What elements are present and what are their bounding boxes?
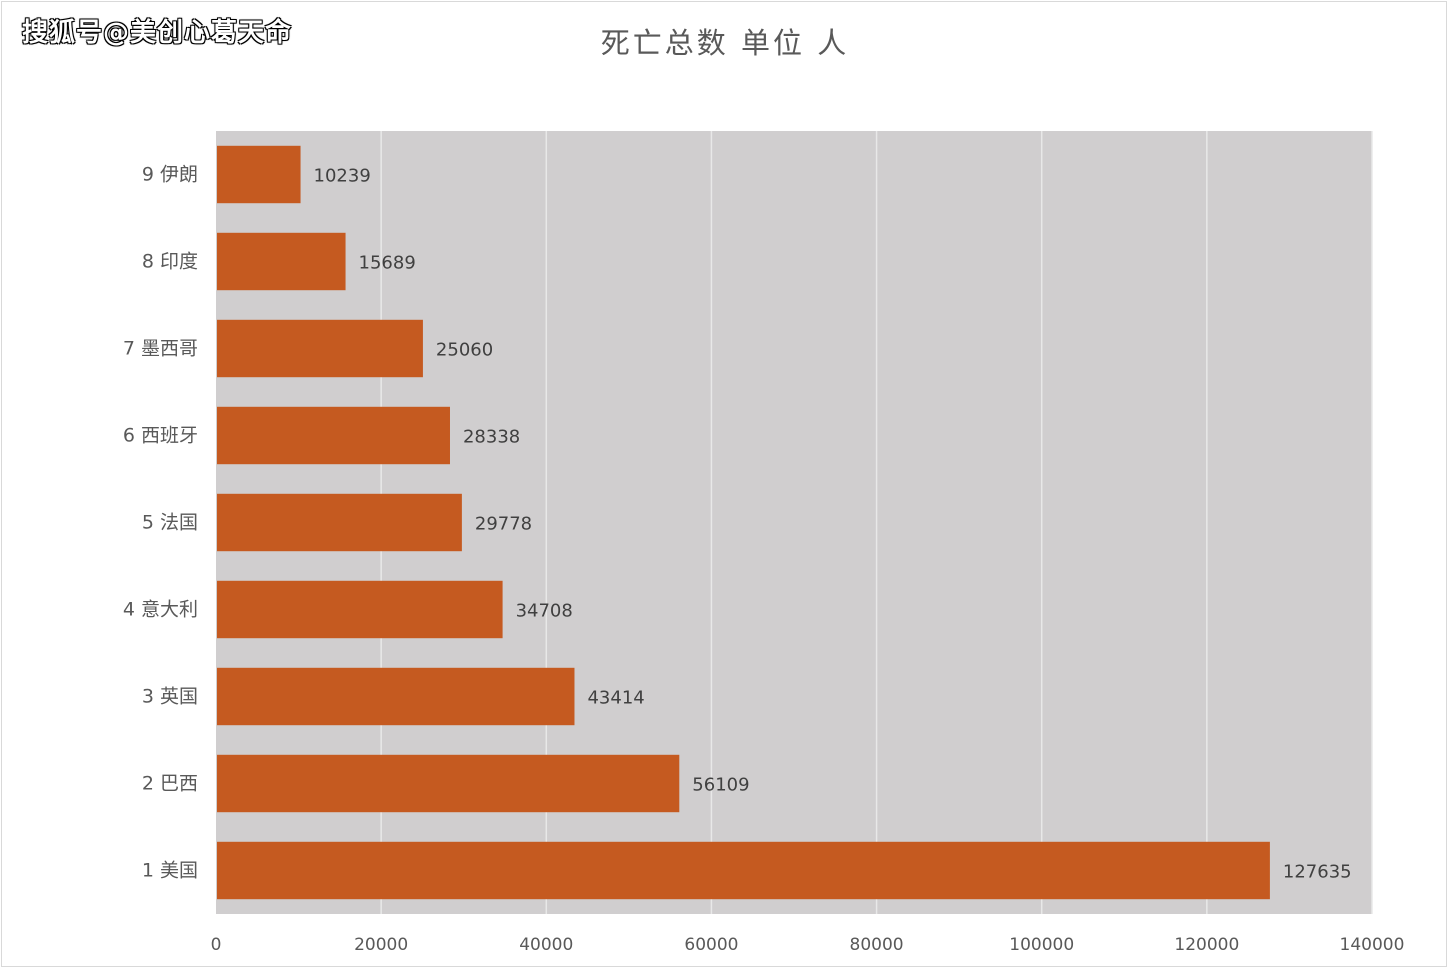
value-label: 127635 bbox=[1283, 862, 1352, 883]
bar bbox=[217, 319, 423, 378]
category-label: 7 墨西哥 bbox=[123, 338, 198, 360]
x-tick-label: 20000 bbox=[354, 935, 408, 955]
bar bbox=[217, 841, 1270, 900]
x-tick-label: 80000 bbox=[850, 935, 904, 955]
value-label: 56109 bbox=[692, 775, 749, 796]
category-label: 2 巴西 bbox=[142, 773, 198, 795]
category-label: 4 意大利 bbox=[123, 599, 198, 621]
bar bbox=[217, 232, 346, 291]
value-label: 25060 bbox=[436, 340, 493, 361]
category-labels: 9 伊朗 8 印度 7 墨西哥 6 西班牙 5 法国 4 意大利 3 英国 2 巴西 1 美国 bbox=[123, 164, 198, 882]
bar bbox=[217, 580, 503, 639]
bar bbox=[217, 754, 680, 813]
bar bbox=[217, 145, 301, 204]
watermark: 搜狐号@美创心葛天命 bbox=[22, 18, 293, 48]
category-label: 9 伊朗 bbox=[142, 164, 198, 186]
x-tick-label: 120000 bbox=[1174, 935, 1239, 955]
value-labels: 10239 15689 25060 28338 29778 34708 43414 56109… bbox=[314, 166, 1352, 883]
category-label: 6 西班牙 bbox=[123, 425, 198, 447]
x-tick-label: 0 bbox=[211, 935, 222, 955]
x-tick-label: 60000 bbox=[684, 935, 738, 955]
value-label: 28338 bbox=[463, 427, 520, 448]
bar bbox=[217, 406, 450, 465]
value-label: 34708 bbox=[516, 601, 573, 622]
value-label: 10239 bbox=[314, 166, 371, 187]
category-label: 3 英国 bbox=[142, 686, 198, 708]
x-axis-ticks: 0 20000 40000 60000 80000 100000 120000 140000 bbox=[211, 935, 1405, 955]
category-label: 1 美国 bbox=[142, 860, 198, 882]
chart-title: 死亡总数 单位 人 bbox=[600, 26, 850, 60]
category-label: 8 印度 bbox=[142, 251, 198, 273]
category-label: 5 法国 bbox=[142, 512, 198, 534]
x-tick-label: 40000 bbox=[519, 935, 573, 955]
value-label: 29778 bbox=[475, 514, 532, 535]
value-label: 43414 bbox=[587, 688, 644, 709]
x-tick-label: 140000 bbox=[1340, 935, 1405, 955]
bar bbox=[217, 667, 575, 726]
x-tick-label: 100000 bbox=[1009, 935, 1074, 955]
bars bbox=[217, 145, 1270, 900]
bar bbox=[217, 493, 462, 552]
value-label: 15689 bbox=[359, 253, 416, 274]
